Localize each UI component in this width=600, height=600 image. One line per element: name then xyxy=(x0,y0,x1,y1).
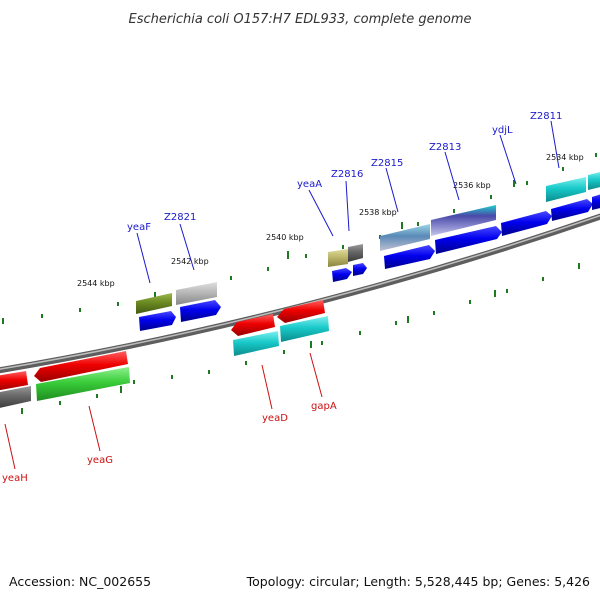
cds-arrow xyxy=(34,351,128,382)
feature-block xyxy=(431,205,496,236)
feature-block xyxy=(36,367,130,401)
gene-label: yeaF xyxy=(127,222,151,233)
kbp-label: 2542 kbp xyxy=(171,257,209,266)
gene-label: yeaA xyxy=(297,179,322,190)
cds-arrow xyxy=(435,226,502,254)
feature-row-lower xyxy=(0,316,329,408)
cds-arrow xyxy=(332,268,352,282)
kbp-label: 2536 kbp xyxy=(453,181,491,190)
tick-track-lower xyxy=(21,263,580,414)
feature-block xyxy=(176,282,217,305)
feature-block xyxy=(280,316,329,342)
feature-block xyxy=(233,331,279,356)
cds-row-reverse xyxy=(0,300,325,391)
feature-block xyxy=(588,172,600,190)
cds-arrow xyxy=(180,300,221,322)
cds-arrow xyxy=(231,314,275,336)
cds-arrow xyxy=(592,194,600,210)
kbp-label: 2540 kbp xyxy=(266,233,304,242)
gene-label: yeaG xyxy=(87,455,113,466)
genome-summary-text: Topology: circular; Length: 5,528,445 bp… xyxy=(246,574,590,589)
gene-label: yeaD xyxy=(262,413,288,424)
gene-label: ydjL xyxy=(492,125,513,136)
accession-text: Accession: NC_002655 xyxy=(9,574,151,589)
gene-labels-bottom: yeaH yeaG yeaD gapA xyxy=(2,352,337,484)
cds-arrow xyxy=(0,371,28,391)
cds-arrow xyxy=(353,263,367,276)
feature-block xyxy=(380,224,430,251)
feature-row-upper xyxy=(136,172,600,314)
feature-block xyxy=(546,177,586,202)
feature-block xyxy=(136,293,172,314)
gene-label: Z2813 xyxy=(429,142,461,153)
map-title: Escherichia coli O157:H7 EDL933, complet… xyxy=(129,12,472,27)
kbp-label: 2544 kbp xyxy=(77,279,115,288)
cds-arrow xyxy=(277,300,325,323)
gene-label: gapA xyxy=(311,401,337,412)
cds-arrow xyxy=(551,199,593,221)
cds-arrow xyxy=(501,211,552,236)
gene-label: yeaH xyxy=(2,473,28,484)
cds-row-forward xyxy=(139,194,600,331)
kbp-label: 2538 kbp xyxy=(359,208,397,217)
gene-labels-top: yeaF Z2821 yeaA Z2816 Z2815 Z2813 ydjL Z… xyxy=(127,111,562,284)
kbp-label: 2534 kbp xyxy=(546,153,584,162)
feature-block xyxy=(348,244,363,262)
cds-arrow xyxy=(384,245,435,269)
gene-label: Z2821 xyxy=(164,212,196,223)
gene-label: Z2816 xyxy=(331,169,363,180)
gene-label: Z2815 xyxy=(371,158,403,169)
feature-block xyxy=(0,386,31,408)
cds-arrow xyxy=(139,311,176,331)
feature-block xyxy=(328,249,348,267)
gene-label: Z2811 xyxy=(530,111,562,122)
